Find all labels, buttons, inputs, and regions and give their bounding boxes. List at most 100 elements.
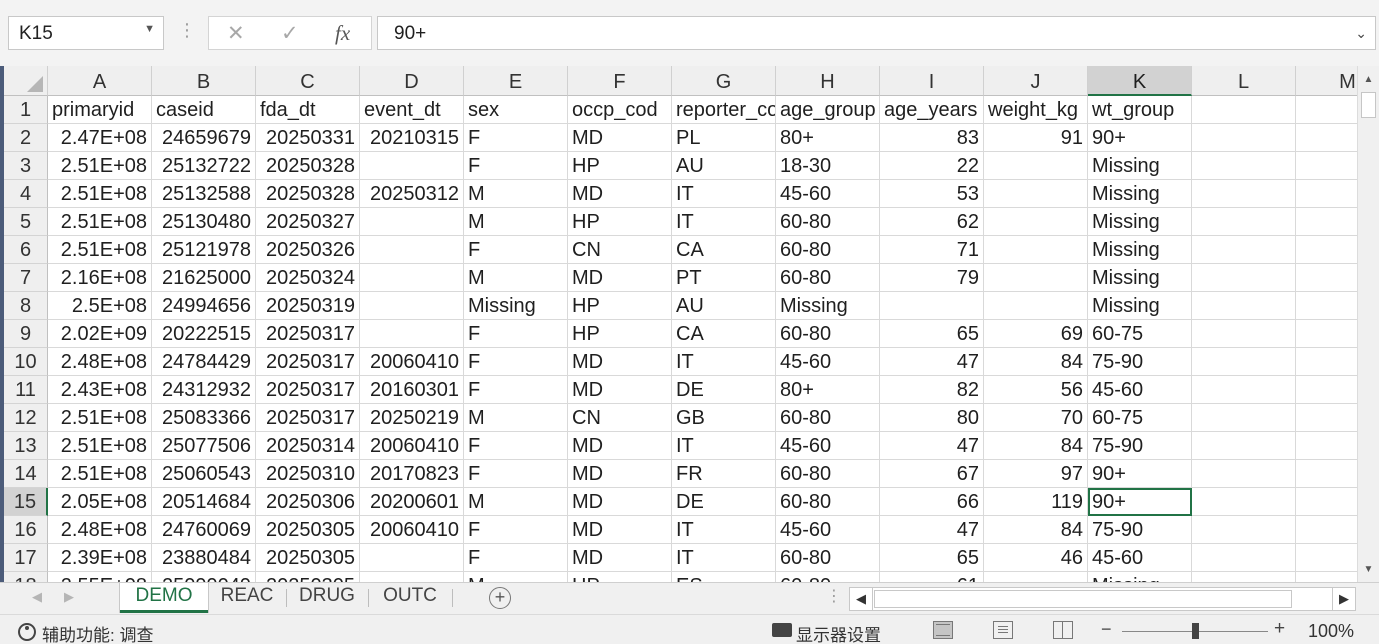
table-cell[interactable]: DE <box>672 376 776 404</box>
table-cell[interactable]: IT <box>672 348 776 376</box>
table-cell[interactable]: 66 <box>880 488 984 516</box>
vertical-scroll-thumb[interactable] <box>1361 92 1376 118</box>
table-cell[interactable] <box>1296 572 1379 582</box>
table-cell[interactable]: F <box>464 432 568 460</box>
table-cell[interactable] <box>984 572 1088 582</box>
table-cell[interactable]: M <box>464 208 568 236</box>
table-cell[interactable]: M <box>464 572 568 582</box>
table-cell[interactable]: 20200601 <box>360 488 464 516</box>
table-cell[interactable] <box>360 292 464 320</box>
table-cell[interactable]: 61 <box>880 572 984 582</box>
table-cell[interactable]: F <box>464 516 568 544</box>
table-cell[interactable] <box>1192 544 1296 572</box>
column-header-k[interactable]: K <box>1088 66 1192 96</box>
table-cell[interactable]: MD <box>568 544 672 572</box>
table-cell[interactable]: F <box>464 544 568 572</box>
table-cell[interactable]: 45-60 <box>1088 376 1192 404</box>
column-header-e[interactable]: E <box>464 66 568 96</box>
formula-input[interactable]: 90+ ⌄ <box>377 16 1376 50</box>
column-header-i[interactable]: I <box>880 66 984 96</box>
table-cell[interactable]: 70 <box>984 404 1088 432</box>
table-cell[interactable]: 20514684 <box>152 488 256 516</box>
table-cell[interactable] <box>360 264 464 292</box>
table-cell[interactable]: 60-80 <box>776 488 880 516</box>
table-cell[interactable]: 25083366 <box>152 404 256 432</box>
table-cell[interactable]: 20250319 <box>256 292 360 320</box>
table-cell[interactable] <box>360 208 464 236</box>
table-cell[interactable] <box>1192 488 1296 516</box>
table-cell[interactable]: 60-80 <box>776 320 880 348</box>
column-title-cell[interactable]: caseid <box>152 96 256 124</box>
table-cell[interactable]: 60-80 <box>776 404 880 432</box>
table-cell[interactable]: 24312932 <box>152 376 256 404</box>
column-header-f[interactable]: F <box>568 66 672 96</box>
table-cell[interactable]: 84 <box>984 348 1088 376</box>
column-header-j[interactable]: J <box>984 66 1088 96</box>
table-cell[interactable]: 25077506 <box>152 432 256 460</box>
table-cell[interactable]: 62 <box>880 208 984 236</box>
table-cell[interactable]: FR <box>672 460 776 488</box>
table-cell[interactable] <box>1192 572 1296 582</box>
table-cell[interactable]: 2.51E+08 <box>48 460 152 488</box>
column-title-cell[interactable]: age_group <box>776 96 880 124</box>
table-cell[interactable]: 25060543 <box>152 460 256 488</box>
table-cell[interactable]: 20250317 <box>256 376 360 404</box>
table-cell[interactable]: 75-90 <box>1088 432 1192 460</box>
table-cell[interactable] <box>360 572 464 582</box>
row-header[interactable]: 13 <box>4 432 48 460</box>
table-cell[interactable]: 2.02E+09 <box>48 320 152 348</box>
table-cell[interactable]: 25130480 <box>152 208 256 236</box>
more-options-icon[interactable]: ⋮ <box>178 20 196 40</box>
table-cell[interactable]: 71 <box>880 236 984 264</box>
table-cell[interactable]: CN <box>568 236 672 264</box>
column-header-b[interactable]: B <box>152 66 256 96</box>
table-cell[interactable]: 2.51E+08 <box>48 152 152 180</box>
table-cell[interactable]: IT <box>672 516 776 544</box>
table-cell[interactable]: 47 <box>880 348 984 376</box>
table-cell[interactable]: 45-60 <box>776 180 880 208</box>
table-cell[interactable]: 60-80 <box>776 236 880 264</box>
table-cell[interactable]: 53 <box>880 180 984 208</box>
table-cell[interactable] <box>1192 404 1296 432</box>
table-cell[interactable]: 79 <box>880 264 984 292</box>
next-sheet-icon[interactable]: ▶ <box>64 589 74 604</box>
table-cell[interactable]: Missing <box>1088 572 1192 582</box>
table-cell[interactable]: 24784429 <box>152 348 256 376</box>
column-title-cell[interactable]: reporter_country <box>672 96 776 124</box>
table-cell[interactable]: 80 <box>880 404 984 432</box>
row-header[interactable]: 2 <box>4 124 48 152</box>
table-cell[interactable]: 20250305 <box>256 516 360 544</box>
scroll-up-icon[interactable]: ▲ <box>1363 74 1374 85</box>
column-header-a[interactable]: A <box>48 66 152 96</box>
row-header[interactable]: 6 <box>4 236 48 264</box>
table-cell[interactable] <box>984 180 1088 208</box>
table-cell[interactable]: F <box>464 236 568 264</box>
table-cell[interactable]: 83 <box>880 124 984 152</box>
table-cell[interactable]: 2.51E+08 <box>48 404 152 432</box>
row-header[interactable]: 12 <box>4 404 48 432</box>
table-cell[interactable]: 21625000 <box>152 264 256 292</box>
row-header[interactable]: 14 <box>4 460 48 488</box>
cancel-icon[interactable]: ✕ <box>227 22 245 45</box>
column-title-cell[interactable]: wt_group <box>1088 96 1192 124</box>
table-cell[interactable]: GB <box>672 404 776 432</box>
table-cell[interactable]: 24760069 <box>152 516 256 544</box>
splitter-handle-icon[interactable]: ⋮ <box>826 588 842 605</box>
table-cell[interactable]: 20060410 <box>360 348 464 376</box>
table-cell[interactable] <box>984 208 1088 236</box>
table-cell[interactable]: PL <box>672 124 776 152</box>
table-cell[interactable] <box>1192 432 1296 460</box>
table-cell[interactable]: 60-80 <box>776 544 880 572</box>
table-cell[interactable]: 25132722 <box>152 152 256 180</box>
column-header-l[interactable]: L <box>1192 66 1296 96</box>
table-cell[interactable]: 84 <box>984 516 1088 544</box>
table-cell[interactable]: 20060410 <box>360 432 464 460</box>
table-cell[interactable]: 24659679 <box>152 124 256 152</box>
table-cell[interactable]: 2.39E+08 <box>48 544 152 572</box>
table-cell[interactable] <box>984 292 1088 320</box>
table-cell[interactable]: AU <box>672 292 776 320</box>
table-cell[interactable]: 80+ <box>776 376 880 404</box>
table-cell[interactable]: ES <box>672 572 776 582</box>
table-cell[interactable]: AU <box>672 152 776 180</box>
table-cell[interactable]: 60-80 <box>776 572 880 582</box>
